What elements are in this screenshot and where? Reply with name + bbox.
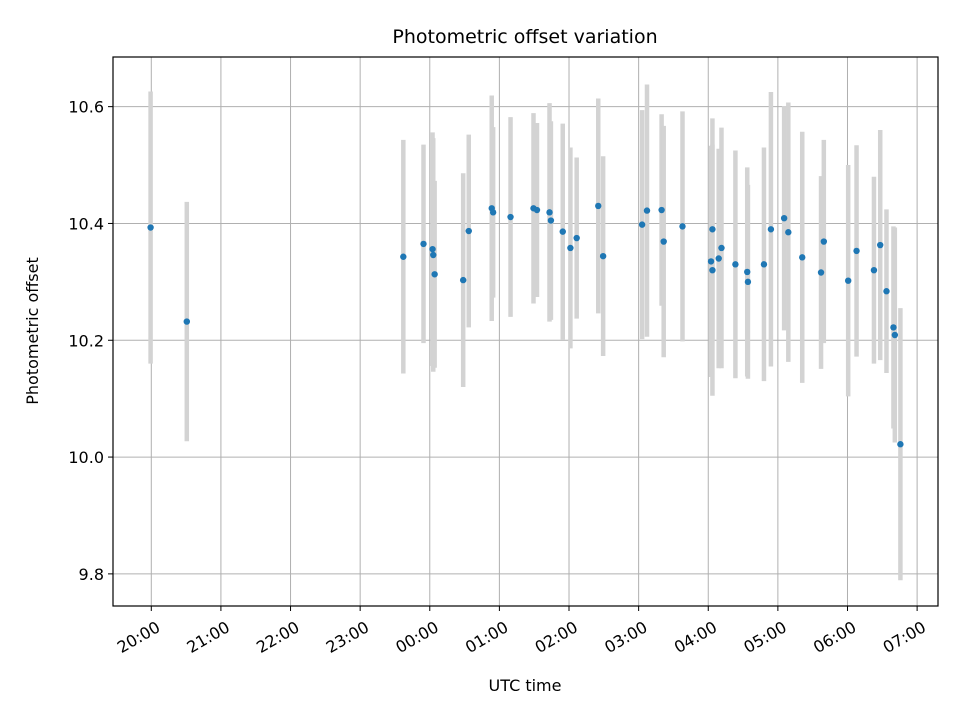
- data-point: [559, 228, 566, 235]
- data-point: [890, 324, 897, 331]
- data-point: [799, 254, 806, 261]
- grid: [113, 57, 938, 606]
- y-tick-label: 9.8: [79, 565, 104, 584]
- data-point: [679, 223, 686, 230]
- data-point: [507, 213, 514, 221]
- data-point: [767, 226, 775, 233]
- data-point: [817, 269, 825, 276]
- data-point: [820, 238, 828, 245]
- y-axis: 9.8 10.0 10.2 10.4 10.6: [68, 98, 113, 584]
- data-point: [573, 234, 580, 242]
- data-point: [465, 227, 472, 235]
- data-point: [546, 209, 553, 216]
- data-point: [643, 207, 651, 214]
- data-point: [533, 206, 541, 214]
- data-point: [430, 251, 437, 259]
- data-point: [877, 241, 884, 249]
- data-point: [853, 247, 860, 255]
- x-axis-title: UTC time: [489, 676, 562, 695]
- data-point: [420, 240, 427, 248]
- y-tick-label: 10.6: [68, 98, 104, 117]
- data-point: [744, 268, 751, 276]
- y-tick-label: 10.2: [68, 331, 104, 350]
- data-point: [638, 221, 646, 228]
- data-point: [595, 202, 602, 210]
- data-point: [459, 276, 467, 284]
- data-point: [709, 266, 716, 274]
- data-point: [567, 244, 574, 252]
- plot-frame: [112, 56, 939, 607]
- data-point: [891, 331, 899, 339]
- data-point: [431, 271, 438, 278]
- data-point: [744, 278, 752, 286]
- data-point: [429, 245, 436, 253]
- data-point: [147, 224, 154, 231]
- data-point: [709, 226, 716, 233]
- y-tick-label: 10.4: [68, 214, 104, 233]
- data-point: [718, 244, 725, 252]
- data-point: [489, 209, 497, 216]
- data-points: [147, 202, 904, 448]
- data-point: [732, 261, 739, 268]
- chart-title: Photometric offset variation: [392, 26, 657, 48]
- data-point: [658, 206, 665, 214]
- data-point: [707, 258, 715, 265]
- data-point: [547, 217, 555, 224]
- y-axis-title: Photometric offset: [23, 257, 42, 405]
- data-point: [785, 229, 792, 236]
- data-point: [400, 253, 407, 260]
- data-point: [883, 288, 890, 295]
- data-point: [660, 238, 667, 245]
- data-point: [870, 266, 878, 274]
- data-point: [715, 255, 722, 262]
- data-point: [760, 261, 768, 268]
- data-point: [844, 277, 852, 284]
- data-point: [897, 441, 904, 448]
- y-tick-label: 10.0: [68, 448, 104, 467]
- data-point: [780, 214, 788, 222]
- data-point: [183, 318, 190, 325]
- data-point: [599, 252, 607, 260]
